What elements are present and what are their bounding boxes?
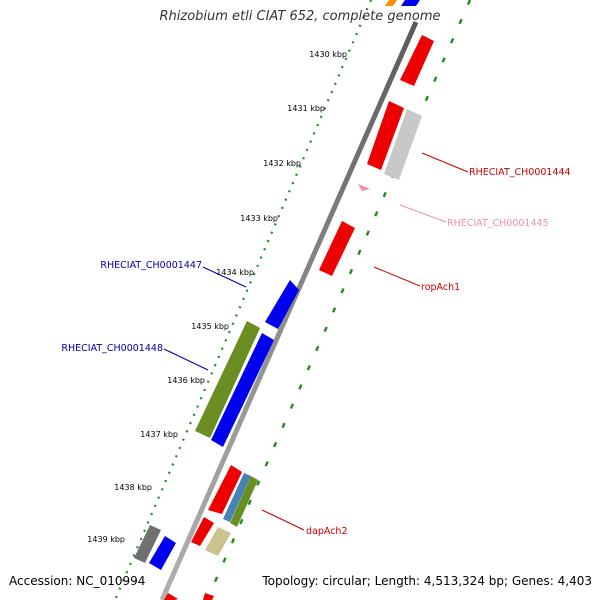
- gene-label-ropAch1[interactable]: ropAch1: [421, 282, 460, 293]
- tick-label: 1430 kbp: [309, 50, 347, 59]
- gene-blue-long: [211, 333, 274, 447]
- leader-dapAch2: [261, 509, 305, 531]
- gene-khaki: [205, 527, 231, 556]
- gene-label-dapAch2[interactable]: dapAch2: [306, 526, 348, 537]
- gene-steelblue: [223, 473, 251, 522]
- gene-red-bottom: [164, 593, 178, 600]
- gene-red-ropAch1: [319, 221, 355, 276]
- gene-red-low: [191, 517, 214, 546]
- leader-1445: [399, 204, 447, 223]
- gene-darkgrey: [134, 525, 161, 563]
- gene-red-top: [400, 35, 434, 86]
- tick-label: 1436 kbp: [167, 376, 205, 385]
- tick-label: 1437 kbp: [140, 430, 178, 439]
- tick-label: 1438 kbp: [114, 483, 152, 492]
- genome-summary-text: Topology: circular; Length: 4,513,324 bp…: [262, 574, 592, 588]
- leader-1447: [202, 266, 247, 288]
- tick-label: 1433 kbp: [240, 214, 278, 223]
- gene-label-RHECIAT_CH0001445[interactable]: RHECIAT_CH0001445: [447, 218, 549, 229]
- gene-red-mid: [208, 465, 242, 514]
- outer-dotted-track: [113, 0, 373, 600]
- gene-blue-1447: [265, 280, 299, 329]
- tick-label: 1432 kbp: [263, 159, 301, 168]
- gene-red-1444: [367, 101, 404, 170]
- inner-dotted-track: [205, 0, 472, 600]
- gene-pink-1445: [358, 184, 370, 191]
- gene-blue-top: [401, 0, 420, 6]
- gene-label-RHECIAT_CH0001448[interactable]: RHECIAT_CH0001448: [61, 343, 163, 354]
- genome-title: Rhizobium etli CIAT 652, complete genome: [159, 9, 441, 24]
- tick-label: 1434 kbp: [216, 268, 254, 277]
- tick-label: 1435 kbp: [191, 322, 229, 331]
- gene-red-bottom-right: [203, 593, 214, 600]
- gene-grey: [384, 109, 422, 180]
- tick-label: 1431 kbp: [287, 104, 325, 113]
- leader-1448: [163, 348, 209, 371]
- gene-olive-1448: [195, 321, 260, 438]
- leader-ropAch1: [373, 266, 421, 287]
- leader-1444: [421, 152, 469, 173]
- gene-olive-dapAch2: [230, 476, 258, 527]
- accession-text: Accession: NC_010994: [9, 574, 146, 588]
- gene-blue-low: [149, 536, 176, 570]
- gene-label-RHECIAT_CH0001444[interactable]: RHECIAT_CH0001444: [469, 167, 571, 178]
- tick-label: 1439 kbp: [87, 535, 125, 544]
- genome-backbone: [159, 20, 419, 600]
- gene-orange: [385, 0, 397, 6]
- gene-label-RHECIAT_CH0001447[interactable]: RHECIAT_CH0001447: [100, 260, 202, 271]
